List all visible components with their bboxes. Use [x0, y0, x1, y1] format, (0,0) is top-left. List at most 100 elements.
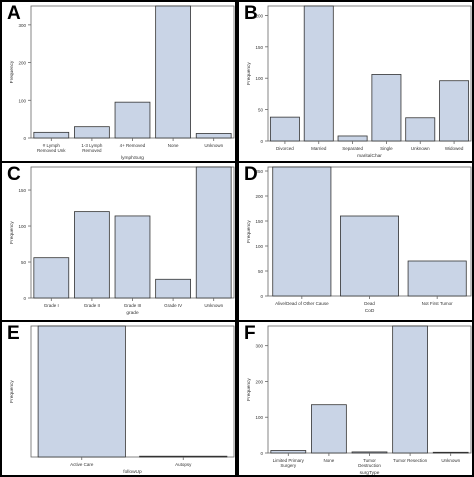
panel-label: B [244, 3, 258, 24]
y-axis-label: Frequency [246, 62, 252, 85]
bar [269, 116, 300, 142]
panel-a: 0 100 200 300 Frequency # Lymph Removed Unk 1-3… [2, 2, 235, 161]
y-tick-label: 300 [255, 344, 263, 349]
panel-f: 0 100 200 300 Frequency Limited Primary Surger… [239, 322, 472, 475]
bar [272, 166, 332, 297]
bar [439, 80, 470, 142]
bar [114, 101, 151, 139]
bar [114, 215, 151, 299]
chart-e: Frequency Active Care Autopsy followUp [9, 325, 235, 475]
x-tick-label: 1-3 Lymph Removed [81, 143, 103, 153]
x-axis-label: grade [126, 310, 139, 316]
bar [155, 278, 191, 299]
bar [432, 451, 469, 454]
y-tick-label: 50 [258, 269, 264, 274]
x-tick-label: Grade II [84, 303, 100, 308]
x-tick-label: Unknown [411, 146, 430, 151]
x-tick-label: Unknown [204, 303, 223, 308]
y-tick-label: 0 [23, 296, 26, 301]
x-tick-label: Grade I [44, 303, 59, 308]
bar [37, 325, 126, 458]
bar [371, 74, 402, 142]
x-tick-label: Widowed [445, 146, 464, 151]
panel-label: A [7, 3, 21, 24]
chart-c: 0 50 100 150 Frequency Grade I Grade II Grade I… [9, 166, 235, 316]
bar [337, 135, 368, 142]
plot-frame [267, 5, 472, 142]
y-tick-label: 250 [255, 169, 263, 174]
bar [311, 404, 347, 454]
y-tick-label: 100 [255, 244, 263, 249]
bar [74, 126, 110, 139]
y-tick-label: 50 [258, 108, 264, 113]
y-tick-label: 150 [255, 219, 263, 224]
y-tick-label: 0 [260, 451, 263, 456]
panel-d: 0 50 100 150 200 250 Frequency Alive/Dead of Ot… [239, 163, 472, 320]
bar [407, 260, 467, 297]
bar [405, 117, 436, 142]
y-tick-label: 300 [18, 23, 26, 28]
x-axis-label: maritalChar [357, 153, 382, 159]
y-tick-label: 200 [255, 194, 263, 199]
x-tick-label: # Lymph Removed Unk [37, 143, 66, 153]
x-tick-label: Grade IV [164, 303, 182, 308]
bar [155, 5, 191, 139]
bar [270, 450, 307, 454]
y-tick-label: 100 [255, 76, 263, 81]
panel-c: 0 50 100 150 Frequency Grade I Grade II Grade I… [2, 163, 235, 320]
x-tick-label: Dead [364, 301, 375, 306]
bar [74, 211, 110, 299]
y-tick-label: 150 [18, 188, 26, 193]
x-tick-label: Autopsy [175, 462, 192, 467]
x-tick-label: Not First Tumor [422, 301, 454, 306]
x-tick-label: Unknown [441, 458, 460, 463]
panel-label: D [244, 164, 258, 185]
y-axis-label: Frequency [9, 380, 15, 403]
x-axis-label: CoD [365, 308, 375, 314]
y-axis-label: Frequency [246, 378, 252, 401]
y-tick-label: 200 [255, 379, 263, 384]
x-tick-label: None [168, 143, 179, 148]
x-axis-label: surgType [360, 470, 380, 475]
bar [195, 166, 232, 299]
bar [340, 215, 399, 297]
y-axis-label: Frequency [9, 60, 15, 83]
y-tick-label: 0 [23, 136, 26, 141]
x-tick-label: Unknown [204, 143, 223, 148]
x-tick-label: Alive/Dead of Other Cause [275, 301, 329, 306]
bar [351, 451, 388, 454]
x-tick-label: Tumor Resection [393, 458, 428, 463]
y-tick-label: 100 [255, 415, 263, 420]
y-tick-label: 0 [260, 139, 263, 144]
x-tick-label: Married [311, 146, 327, 151]
plot-frame [267, 325, 472, 454]
bar [303, 5, 334, 142]
chart-d: 0 50 100 150 200 250 Frequency Alive/Dead of Ot… [246, 166, 472, 314]
panel-label: C [7, 164, 21, 185]
x-tick-label: None [324, 458, 335, 463]
x-axis-label: followUp [123, 469, 142, 475]
bar [33, 131, 70, 139]
y-tick-label: 150 [255, 45, 263, 50]
y-axis-label: Frequency [9, 221, 15, 244]
x-tick-label: Active Care [70, 462, 94, 467]
x-tick-label: Single [380, 146, 393, 151]
y-axis-label: Frequency [246, 220, 252, 243]
x-tick-label: Limited Primary Surgery [273, 458, 305, 468]
panel-e: Frequency Active Care Autopsy followUp E [2, 322, 235, 475]
x-tick-label: Tumor Destruction [358, 458, 381, 468]
panel-label: F [244, 323, 256, 344]
bar [392, 325, 428, 454]
x-tick-label: 4+ Removed [120, 143, 146, 148]
bar [33, 257, 70, 299]
y-tick-label: 200 [18, 61, 26, 66]
x-axis-label: lymphSurg [121, 155, 144, 161]
chart-a: 0 100 200 300 Frequency # Lymph Removed Unk 1-3… [9, 5, 235, 161]
chart-f: 0 100 200 300 Frequency Limited Primary Surger… [246, 325, 472, 475]
panel-label: E [7, 323, 20, 344]
y-tick-label: 100 [18, 98, 26, 103]
y-tick-label: 50 [21, 260, 27, 265]
bar [195, 133, 232, 139]
panel-b: 0 50 100 150 200 Frequency Divorced Married Sepa… [239, 2, 472, 161]
chart-b: 0 50 100 150 200 Frequency Divorced Married Sepa… [246, 5, 472, 159]
